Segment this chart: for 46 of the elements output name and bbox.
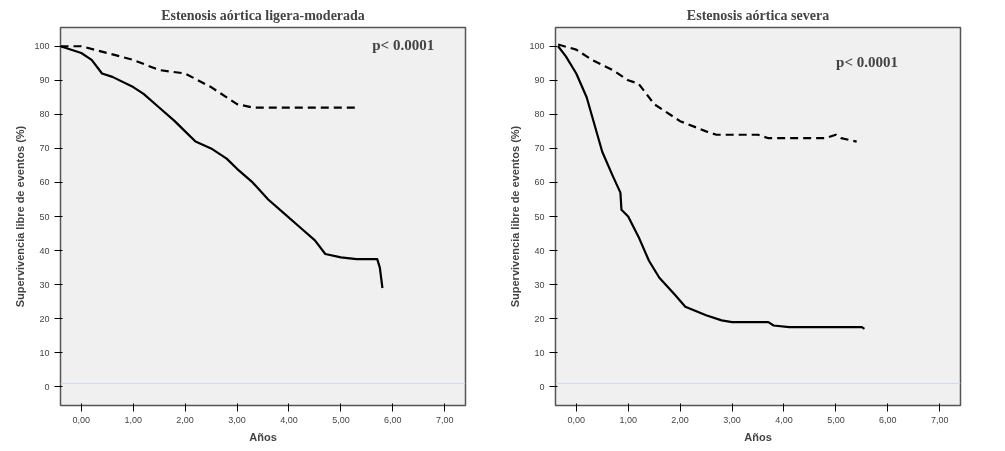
y-tick-label: 60 [534,177,545,188]
x-tick-label: 2,00 [671,414,689,425]
y-tick-label: 100 [34,41,50,52]
y-tick-label: 10 [534,347,545,358]
y-tick-label: 80 [534,109,545,120]
x-tick-label: 3,00 [723,414,741,425]
x-tick-label: 0,00 [72,414,91,425]
x-tick-label: 1,00 [124,414,142,425]
annotation: p< 0.0001 [372,36,435,53]
x-axis-title: Años [249,430,277,443]
y-tick-label: 80 [39,109,50,120]
y-tick-label: 70 [534,143,545,154]
x-tick-label: 5,00 [827,414,845,425]
x-tick-label: 3,00 [228,414,246,425]
y-tick-label: 40 [39,245,50,256]
chart-title: Estenosis aórtica ligera-moderada [161,7,365,23]
y-tick-label: 0 [539,381,545,392]
y-tick-label: 0 [44,381,50,392]
y-tick-label: 20 [39,313,50,324]
y-tick-label: 70 [39,143,50,154]
chart-title: Estenosis aórtica severa [686,7,830,23]
y-tick-label: 40 [534,245,545,256]
x-tick-label: 5,00 [332,414,350,425]
y-axis-title: Supervivencia libre de eventos (%) [509,125,522,308]
y-tick-label: 90 [534,75,545,86]
x-tick-label: 7,00 [930,414,949,425]
x-tick-label: 7,00 [435,414,454,425]
y-tick-label: 60 [39,177,50,188]
x-tick-label: 4,00 [280,414,298,425]
x-tick-label: 6,00 [384,414,402,425]
y-tick-label: 50 [534,211,545,222]
x-tick-label: 1,00 [619,414,637,425]
x-tick-label: 6,00 [879,414,897,425]
y-tick-label: 20 [534,313,545,324]
y-tick-label: 100 [529,41,545,52]
annotation: p< 0.0001 [836,53,898,70]
y-axis-title: Supervivencia libre de eventos (%) [14,125,27,308]
y-tick-label: 30 [534,279,545,290]
x-tick-label: 2,00 [176,414,194,425]
y-tick-label: 50 [39,211,50,222]
y-tick-label: 90 [39,75,50,86]
x-tick-label: 4,00 [775,414,793,425]
y-tick-label: 30 [39,279,50,290]
y-tick-label: 10 [39,347,50,358]
x-axis-title: Años [744,430,772,443]
x-tick-label: 0,00 [567,414,586,425]
